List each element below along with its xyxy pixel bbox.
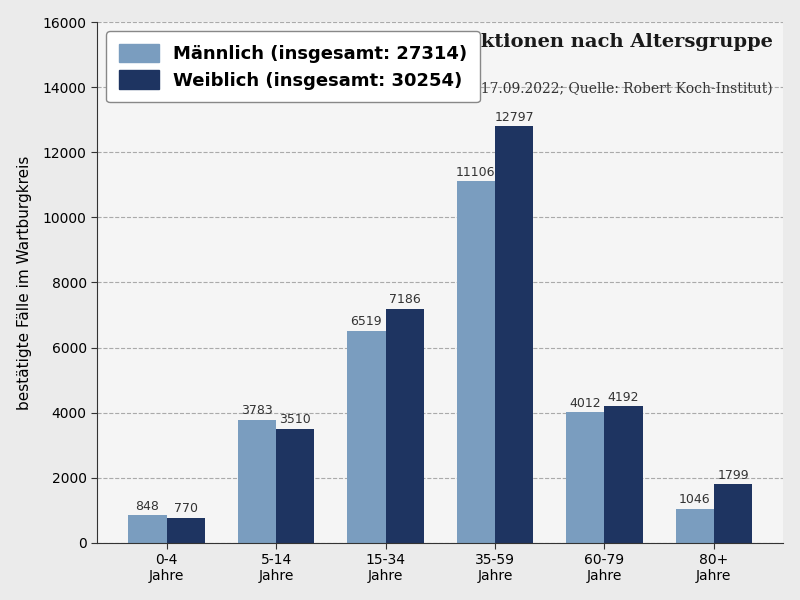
Bar [714, 484, 752, 543]
Bar [386, 309, 424, 543]
Text: 770: 770 [174, 502, 198, 515]
Text: 3783: 3783 [241, 404, 273, 417]
Bar [566, 412, 605, 543]
Bar [605, 406, 642, 543]
Bar [495, 127, 534, 543]
Text: 12797: 12797 [494, 111, 534, 124]
Text: 7186: 7186 [389, 293, 421, 307]
Text: 848: 848 [135, 500, 159, 512]
Text: 1799: 1799 [717, 469, 749, 482]
Bar [166, 518, 205, 543]
Text: 6519: 6519 [350, 315, 382, 328]
Bar [276, 428, 314, 543]
Bar [347, 331, 386, 543]
Text: Infektionen nach Altersgruppe: Infektionen nach Altersgruppe [437, 32, 773, 50]
Y-axis label: bestätigte Fälle im Wartburgkreis: bestätigte Fälle im Wartburgkreis [17, 155, 32, 410]
Text: 4012: 4012 [570, 397, 601, 410]
Text: (Stand: 17.09.2022; Quelle: Robert Koch-Institut): (Stand: 17.09.2022; Quelle: Robert Koch-… [426, 82, 773, 96]
Bar [457, 181, 495, 543]
Text: 3510: 3510 [279, 413, 311, 426]
Bar [238, 419, 276, 543]
Text: 4192: 4192 [608, 391, 639, 404]
Bar [128, 515, 166, 543]
Legend: Männlich (insgesamt: 27314), Weiblich (insgesamt: 30254): Männlich (insgesamt: 27314), Weiblich (i… [106, 31, 480, 103]
Bar [675, 509, 714, 543]
Text: 1046: 1046 [679, 493, 710, 506]
Text: 11106: 11106 [456, 166, 495, 179]
